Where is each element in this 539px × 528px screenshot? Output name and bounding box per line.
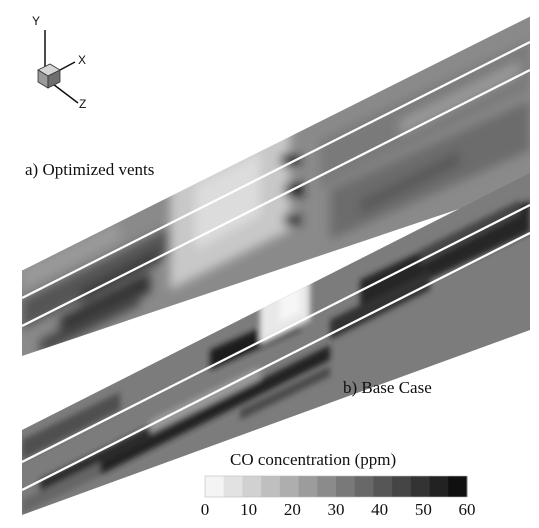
colorbar-tick-label: 50 bbox=[414, 500, 432, 519]
colorbar-tick-label: 40 bbox=[371, 500, 389, 519]
colorbar-frame bbox=[204, 475, 468, 498]
colorbar-swatch bbox=[336, 476, 356, 497]
colorbar-swatch bbox=[242, 476, 262, 497]
panel-b-label: b) Base Case bbox=[343, 378, 432, 397]
colorbar-tick-label: 20 bbox=[283, 500, 301, 519]
colorbar-swatch bbox=[205, 476, 225, 497]
colorbar-tick-label: 30 bbox=[327, 500, 345, 519]
colorbar-title: CO concentration (ppm) bbox=[230, 450, 397, 469]
colorbar bbox=[204, 475, 468, 498]
colorbar-swatch bbox=[223, 476, 243, 497]
colorbar-swatch bbox=[373, 476, 393, 497]
colorbar-swatch bbox=[317, 476, 337, 497]
colorbar-swatch bbox=[448, 476, 468, 497]
colorbar-swatch bbox=[354, 476, 374, 497]
colorbar-tick-label: 10 bbox=[240, 500, 258, 519]
colorbar-swatch bbox=[392, 476, 412, 497]
axis-y-label: Y bbox=[32, 14, 41, 28]
colorbar-swatch bbox=[298, 476, 318, 497]
colorbar-swatch bbox=[410, 476, 431, 497]
axes-triad bbox=[37, 30, 79, 104]
axis-x-label: X bbox=[78, 53, 87, 67]
panel-a-label: a) Optimized vents bbox=[25, 160, 155, 179]
colorbar-swatch bbox=[261, 476, 281, 497]
colorbar-swatch bbox=[429, 476, 449, 497]
colorbar-tick-label: 60 bbox=[458, 500, 476, 519]
colorbar-tick-label: 0 bbox=[200, 500, 210, 519]
colorbar-swatch bbox=[279, 476, 300, 497]
axis-z-label: Z bbox=[79, 97, 87, 111]
